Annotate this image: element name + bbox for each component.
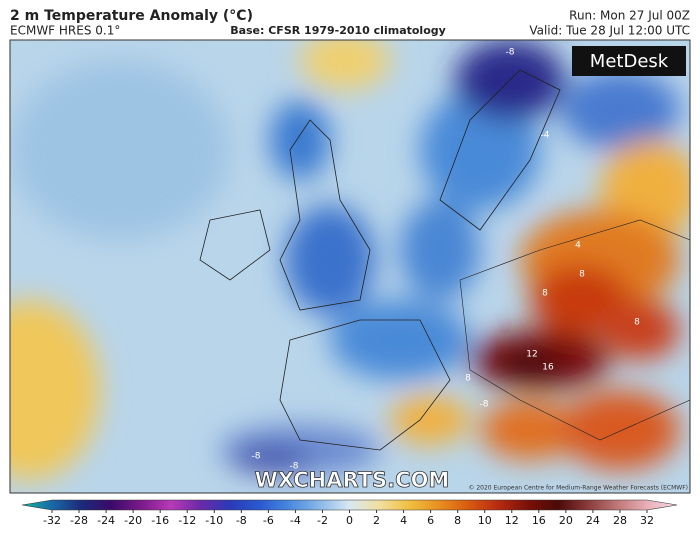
logo: MetDesk — [590, 51, 669, 72]
colorbar-tick-label: -28 — [70, 514, 88, 527]
title: 2 m Temperature Anomaly (°C) — [10, 8, 253, 24]
coastline — [439, 69, 561, 231]
contour-label: 8 — [634, 318, 640, 328]
colorbar-tick-label: 8 — [454, 514, 461, 527]
colorbar-tick-label: -6 — [263, 514, 274, 527]
colorbar-tick-label: -10 — [205, 514, 223, 527]
map-frame — [9, 39, 691, 494]
colorbar-tick-label: 2 — [373, 514, 380, 527]
valid: Valid: Tue 28 Jul 12:00 UTC — [529, 24, 690, 38]
base: Base: CFSR 1979-2010 climatology — [230, 24, 446, 37]
coastline — [199, 209, 271, 281]
colorbar-tick-label: 6 — [427, 514, 434, 527]
watermark: WXCHARTS.COM — [255, 468, 450, 492]
contour-label: 4 — [575, 241, 581, 251]
copyright: © 2020 European Centre for Medium-Range … — [468, 485, 688, 492]
colorbar-tick-label: -32 — [43, 514, 61, 527]
colorbar-tick-label: 28 — [613, 514, 627, 527]
colorbar-tick-label: 0 — [346, 514, 353, 527]
model: ECMWF HRES 0.1° — [10, 24, 120, 38]
colorbar-tick-label: -20 — [124, 514, 142, 527]
colorbar-tick-label: 16 — [532, 514, 546, 527]
contour-label: 8 — [542, 289, 548, 299]
contour-label: -8 — [252, 452, 261, 462]
colorbar-tick-label: 24 — [586, 514, 600, 527]
colorbar-tick-label: -16 — [151, 514, 169, 527]
contour-label: -8 — [480, 400, 489, 410]
colorbar-tick-label: -12 — [178, 514, 196, 527]
colorbar-tick-label: -4 — [290, 514, 301, 527]
map-labels: -8 -4 4 8 8 8 12 16 8 -8 -8 -8 — [252, 48, 641, 472]
colorbar-tick-label: 12 — [505, 514, 519, 527]
map: MetDesk WXCHARTS.COM © 2020 European Cen… — [10, 40, 690, 493]
colorbar: -32 -28 -24 -20 -16 -12 -10 -8 -6 -4 -2 0 2 4 6 8 10 12 16… — [21, 499, 678, 527]
contour-label: 8 — [465, 374, 471, 384]
coastline — [279, 319, 451, 451]
contour-label: -8 — [290, 462, 299, 472]
coastline — [459, 219, 690, 441]
colorbar-tick-label: 32 — [640, 514, 654, 527]
colorbar-tick-label: 20 — [559, 514, 573, 527]
colorbar-tick-label: -2 — [317, 514, 328, 527]
colorbar-tick-label: 10 — [478, 514, 492, 527]
colorbar-tick-label: -8 — [236, 514, 247, 527]
contour-label: 12 — [526, 350, 537, 360]
contour-label: 8 — [579, 270, 585, 280]
contour-label: -8 — [506, 48, 515, 58]
colorbar-tick-label: 4 — [400, 514, 407, 527]
run: Run: Mon 27 Jul 00Z — [569, 9, 690, 23]
contour-label: 16 — [542, 363, 554, 373]
colorbar-tick-label: -24 — [97, 514, 115, 527]
colorbar-bar — [21, 499, 678, 511]
coastline — [279, 119, 371, 311]
logo-box — [572, 46, 686, 76]
anomaly-field — [10, 40, 690, 480]
contour-label: -4 — [541, 131, 550, 141]
